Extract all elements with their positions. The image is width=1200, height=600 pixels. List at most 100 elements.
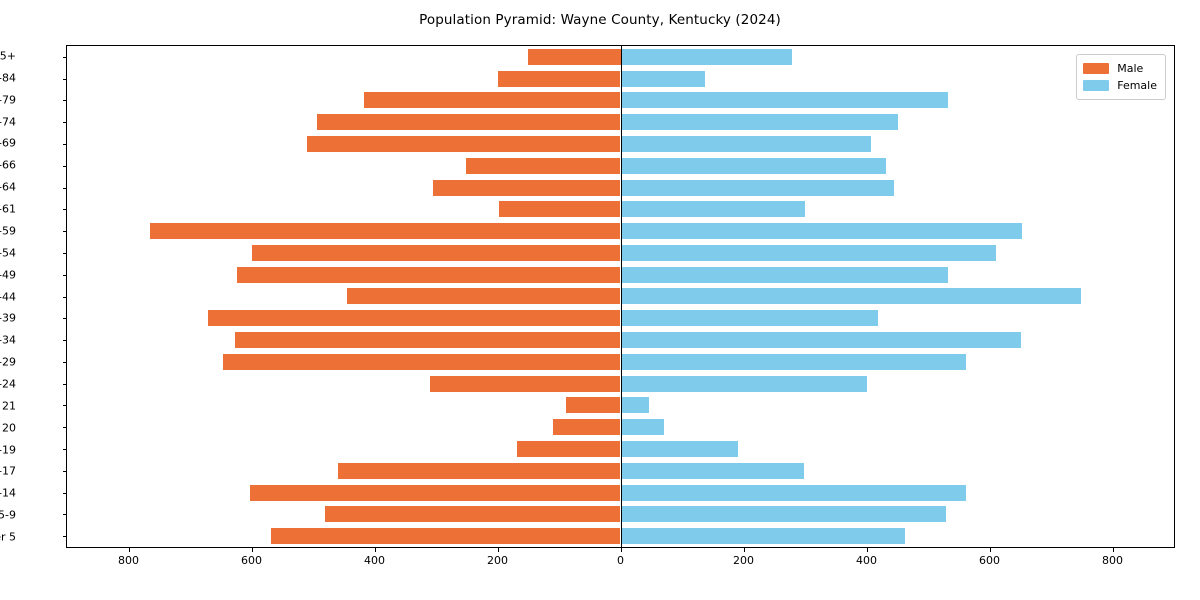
bar-female-85- — [620, 48, 793, 65]
y-axis-label-50-54: 50-54 — [0, 246, 16, 260]
x-tick-mark — [251, 547, 253, 552]
y-tick-mark — [62, 274, 67, 276]
x-axis-label-2: 400 — [364, 554, 385, 567]
y-axis-label-21: 21 — [2, 399, 16, 413]
legend-label-male: Male — [1117, 62, 1144, 75]
pyramid-row — [67, 503, 1174, 525]
bar-female-15-17 — [620, 462, 805, 479]
bar-male-40-44 — [347, 288, 621, 305]
y-tick-mark — [62, 361, 67, 363]
bar-male-under-5 — [270, 528, 621, 545]
bar-female-21 — [620, 397, 650, 414]
y-tick-mark — [62, 427, 67, 429]
x-tick-mark — [1112, 547, 1114, 552]
bar-female-70-74 — [620, 114, 899, 131]
x-axis-label-8: 800 — [1102, 554, 1123, 567]
x-axis-label-0: 800 — [118, 554, 139, 567]
pyramid-row — [67, 329, 1174, 351]
y-tick-mark — [62, 165, 67, 167]
pyramid-row — [67, 46, 1174, 68]
bar-female-18-19 — [620, 440, 738, 457]
y-tick-mark — [62, 78, 67, 80]
x-tick-mark — [374, 547, 376, 552]
y-axis-label-45-49: 45-49 — [0, 268, 16, 282]
pyramid-row — [67, 482, 1174, 504]
x-axis-label-3: 200 — [487, 554, 508, 567]
pyramid-row — [67, 307, 1174, 329]
pyramid-row — [67, 133, 1174, 155]
bar-male-30-34 — [234, 332, 621, 349]
zero-axis-line — [620, 46, 622, 547]
y-tick-mark — [62, 405, 67, 407]
x-axis-label-1: 600 — [241, 554, 262, 567]
y-tick-mark — [62, 340, 67, 342]
bar-female-75-79 — [620, 92, 949, 109]
pyramid-row — [67, 460, 1174, 482]
bar-female-under-5 — [620, 528, 906, 545]
bar-male-45-49 — [236, 266, 621, 283]
x-axis-label-6: 400 — [856, 554, 877, 567]
bar-male-35-39 — [208, 310, 621, 327]
y-tick-mark — [62, 187, 67, 189]
bar-female-80-84 — [620, 70, 706, 87]
chart-title: Population Pyramid: Wayne County, Kentuc… — [419, 12, 781, 28]
bar-male-55-59 — [150, 223, 621, 240]
bar-male-70-74 — [316, 114, 621, 131]
pyramid-row — [67, 177, 1174, 199]
y-axis-label-20: 20 — [2, 421, 16, 435]
bar-female-40-44 — [620, 288, 1081, 305]
y-axis-label-18-19: 18-19 — [0, 443, 16, 457]
pyramid-row — [67, 264, 1174, 286]
pyramid-row — [67, 198, 1174, 220]
x-tick-mark — [743, 547, 745, 552]
bar-female-65-66 — [620, 157, 886, 174]
legend-item-male[interactable]: Male — [1083, 60, 1157, 77]
y-axis-label-62-64: 62-64 — [0, 180, 16, 194]
y-tick-mark — [62, 296, 67, 298]
y-axis-label-25-29: 25-29 — [0, 355, 16, 369]
bar-female-25-29 — [620, 353, 967, 370]
y-tick-mark — [62, 122, 67, 124]
y-tick-mark — [62, 252, 67, 254]
y-axis-label-65-66: 65-66 — [0, 158, 16, 172]
bar-male-18-19 — [517, 440, 621, 457]
bar-male-21 — [566, 397, 621, 414]
x-axis-label-7: 600 — [979, 554, 1000, 567]
bar-male-67-69 — [307, 136, 621, 153]
legend[interactable]: Male Female — [1076, 54, 1166, 100]
bar-female-20 — [620, 419, 665, 436]
y-axis-label-55-59: 55-59 — [0, 224, 16, 238]
bar-male-75-79 — [364, 92, 621, 109]
y-axis-label-10-14: 10-14 — [0, 486, 16, 500]
y-axis-label-5-9: 5-9 — [0, 508, 16, 522]
bar-female-67-69 — [620, 136, 871, 153]
bar-male-10-14 — [249, 484, 621, 501]
legend-label-female: Female — [1117, 79, 1157, 92]
bar-female-60-61 — [620, 201, 805, 218]
y-tick-mark — [62, 492, 67, 494]
y-tick-mark — [62, 448, 67, 450]
y-axis-label-15-17: 15-17 — [0, 464, 16, 478]
x-tick-mark — [128, 547, 130, 552]
bar-female-50-54 — [620, 244, 997, 261]
bar-male-85- — [528, 48, 621, 65]
bar-female-62-64 — [620, 179, 895, 196]
y-tick-mark — [62, 318, 67, 320]
bar-male-5-9 — [325, 506, 621, 523]
y-tick-mark — [62, 209, 67, 211]
x-tick-mark — [866, 547, 868, 552]
x-axis-label-5: 200 — [733, 554, 754, 567]
y-axis-label-70-74: 70-74 — [0, 115, 16, 129]
legend-item-female[interactable]: Female — [1083, 77, 1157, 94]
legend-swatch-male — [1083, 63, 1110, 74]
legend-swatch-female — [1083, 80, 1110, 91]
bar-female-35-39 — [620, 310, 878, 327]
bar-female-30-34 — [620, 332, 1022, 349]
bar-male-15-17 — [337, 462, 621, 479]
pyramid-row — [67, 395, 1174, 417]
bar-male-62-64 — [432, 179, 621, 196]
pyramid-row — [67, 68, 1174, 90]
plot-area: 800 600 400 200 0 200 400 600 800 Male Female — [62, 45, 1175, 567]
bar-female-22-24 — [620, 375, 867, 392]
